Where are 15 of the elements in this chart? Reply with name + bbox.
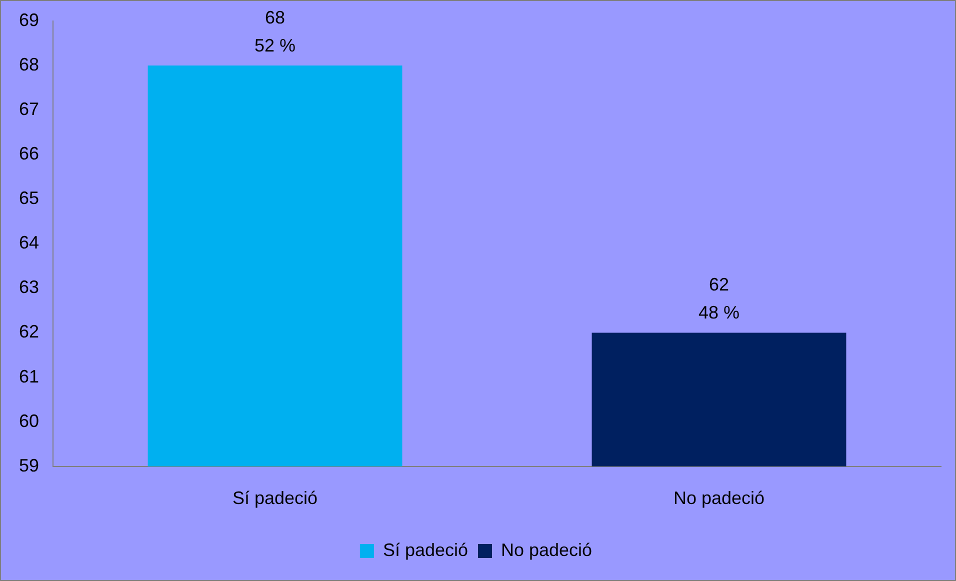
data-label: 68 52 % <box>254 8 296 56</box>
legend-label: Sí padeció <box>382 540 468 560</box>
y-tick-label: 67 <box>18 99 40 120</box>
data-label: 62 48 % <box>698 274 740 323</box>
y-tick-label: 62 <box>18 322 40 342</box>
y-tick-label: 59 <box>18 455 40 476</box>
y-tick-label: 69 <box>18 10 40 30</box>
y-tick-label: 60 <box>18 410 40 431</box>
y-tick-label: 68 <box>18 54 40 75</box>
y-tick-label: 64 <box>18 232 40 253</box>
y-tick-label: 63 <box>18 277 40 298</box>
y-tick-label: 66 <box>18 144 40 164</box>
y-tick-label: 61 <box>18 366 40 386</box>
y-tick-label: 65 <box>18 188 40 208</box>
legend-label: No padeció <box>501 540 592 560</box>
